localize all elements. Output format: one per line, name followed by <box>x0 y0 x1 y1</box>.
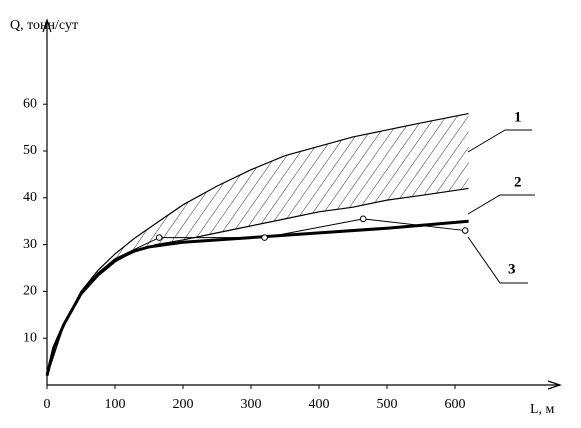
band-area <box>47 113 469 376</box>
band-lower <box>46 187 469 376</box>
axes <box>42 18 562 390</box>
marker <box>461 227 469 234</box>
y-tick-label: 50 <box>23 143 37 158</box>
series-label: 1 <box>514 109 522 125</box>
line <box>46 218 466 376</box>
x-tick-label: 200 <box>173 397 194 412</box>
x-tick-label: 0 <box>44 397 51 412</box>
y-tick-label: 10 <box>23 330 37 345</box>
y-axis-label: Q, тонн/сут <box>10 18 78 33</box>
x-tick-label: 600 <box>445 397 466 412</box>
y-tick-label: 30 <box>23 237 37 252</box>
series-label: 3 <box>508 261 516 277</box>
marker <box>261 234 268 241</box>
line <box>45 219 469 376</box>
y-tick-label: 20 <box>23 284 37 299</box>
x-tick-label: 400 <box>309 397 330 412</box>
series-label: 2 <box>514 174 522 190</box>
x-axis-label: L, м <box>530 402 555 417</box>
leaders <box>467 129 535 284</box>
y-tick-label: 40 <box>23 190 37 205</box>
y-tick-label: 60 <box>23 96 37 111</box>
x-tick-label: 300 <box>241 397 262 412</box>
x-tick-label: 100 <box>105 397 126 412</box>
band-upper <box>46 112 469 376</box>
marker <box>359 215 367 223</box>
x-tick-label: 500 <box>377 397 398 412</box>
